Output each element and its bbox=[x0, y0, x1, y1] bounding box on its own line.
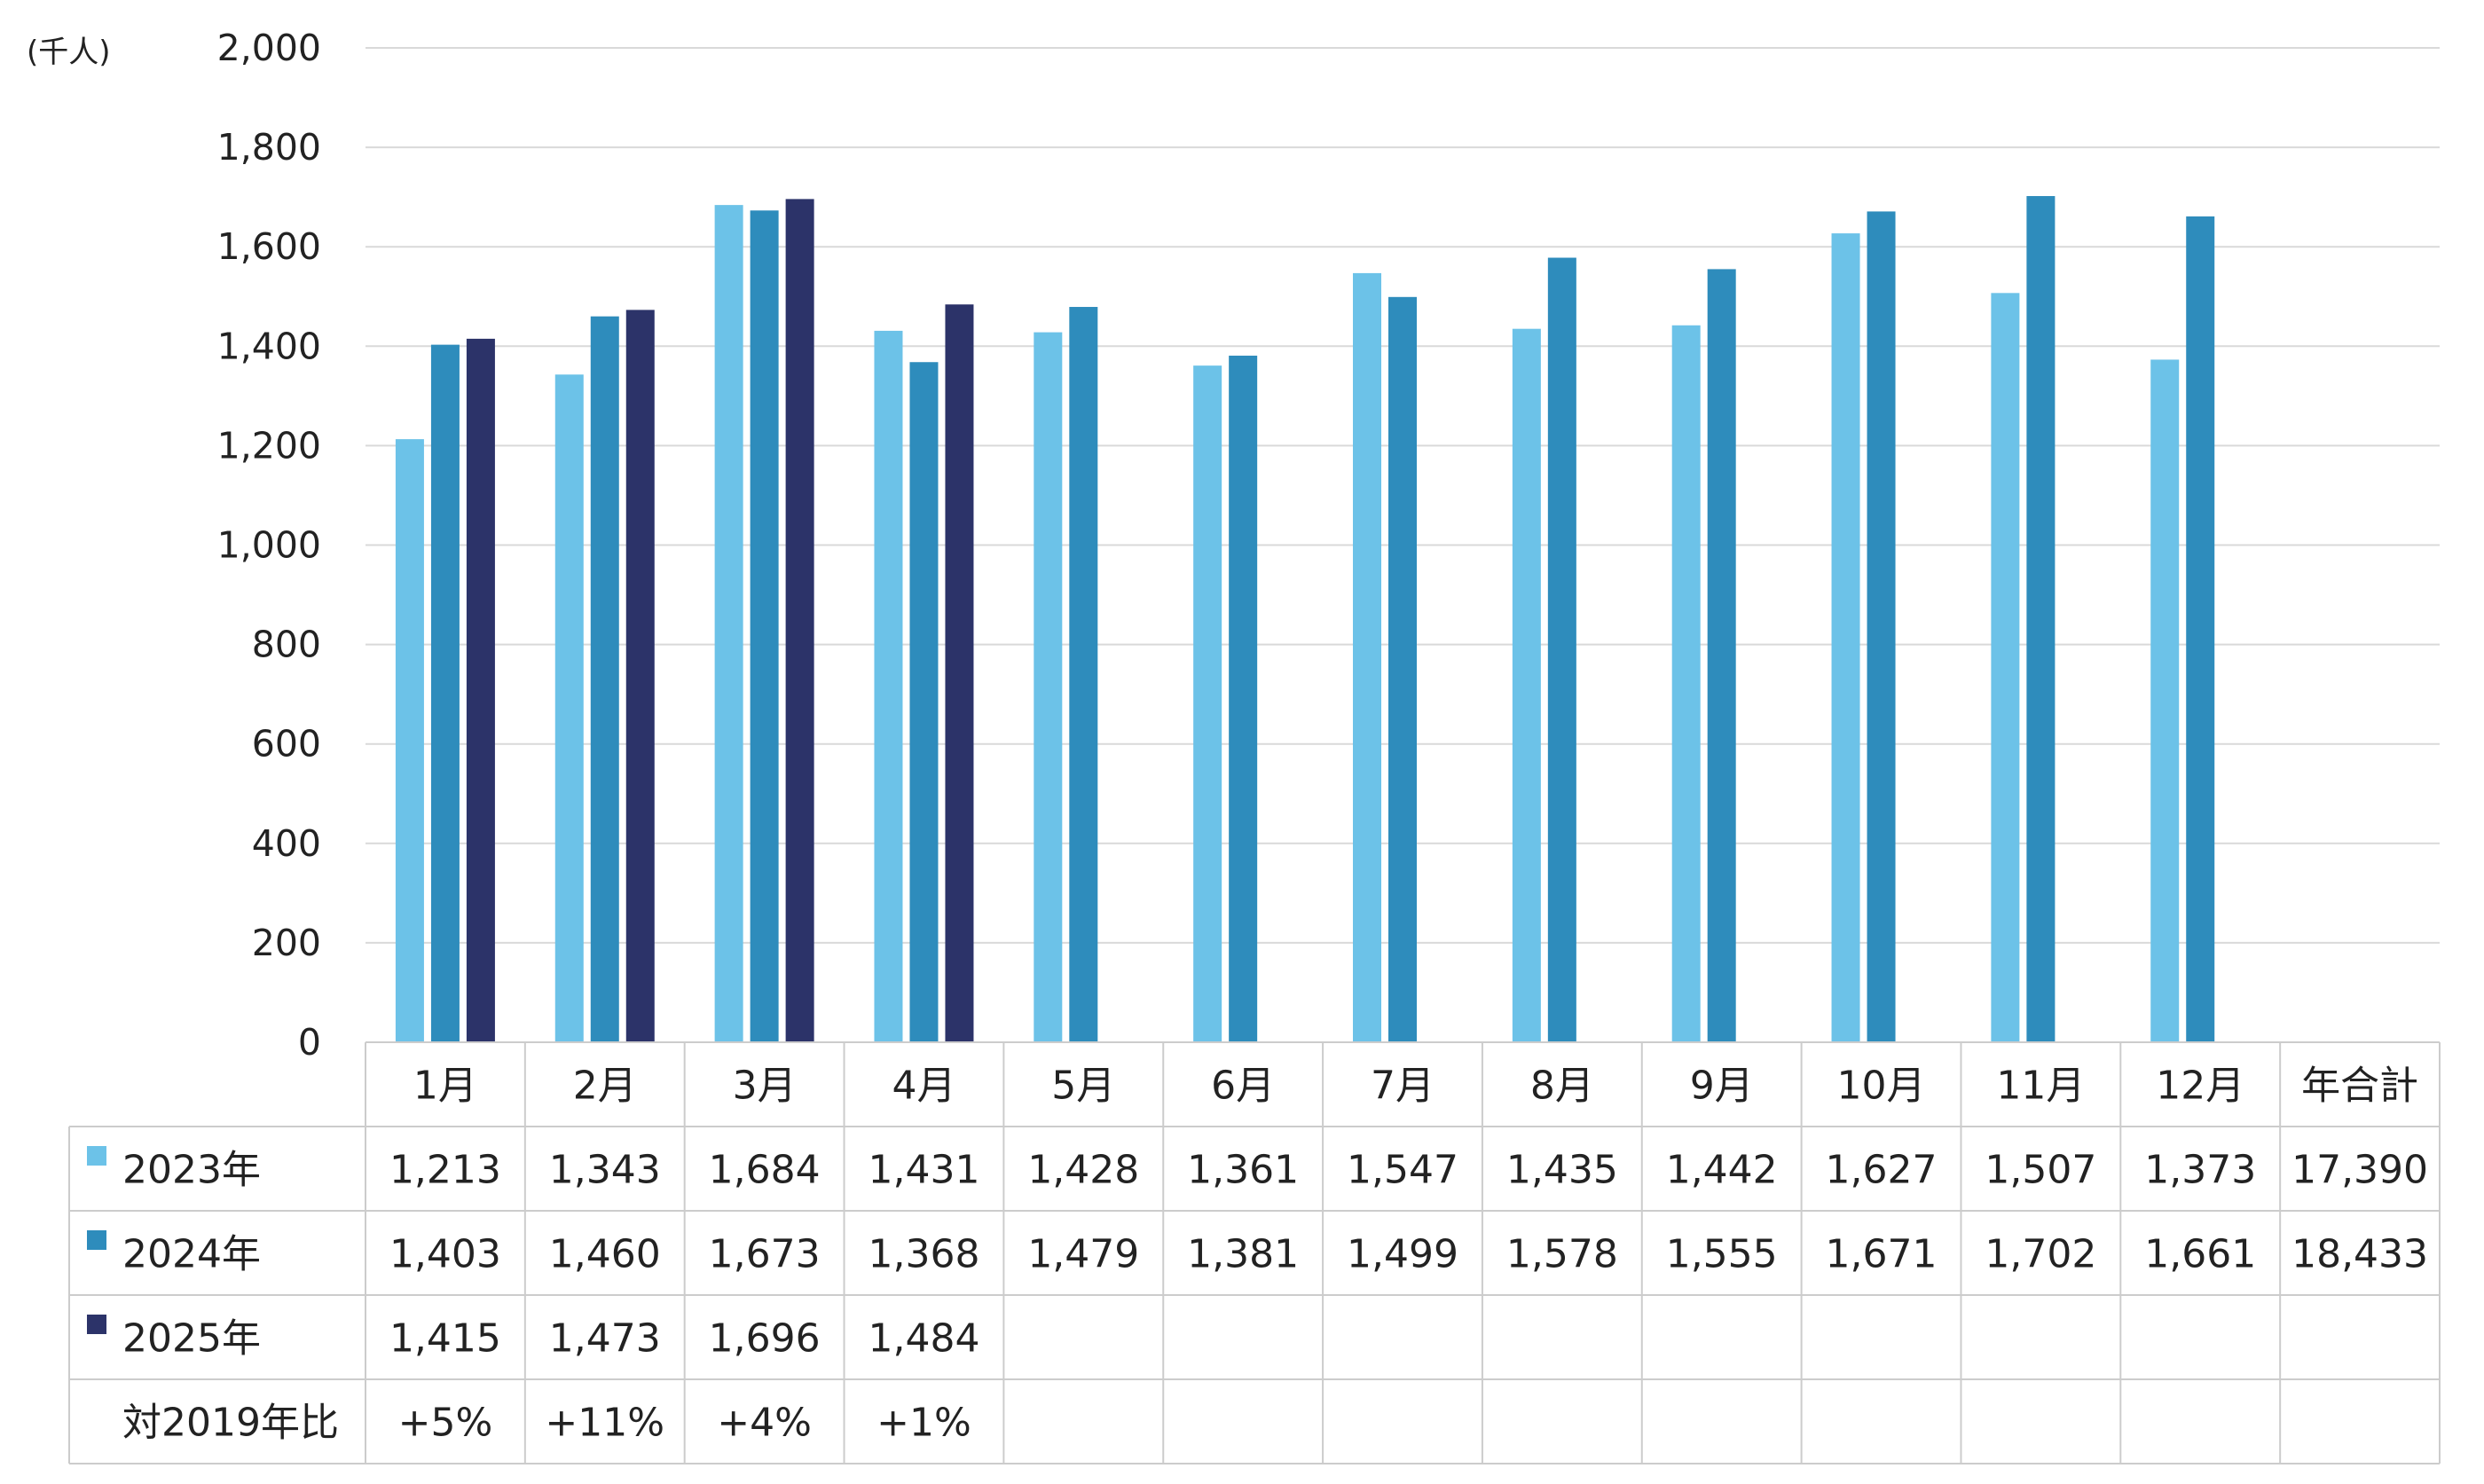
bar-2025年-1月 bbox=[466, 338, 495, 1043]
table-row-label: 2025年 bbox=[122, 1316, 261, 1362]
bar-2025年-4月 bbox=[945, 304, 974, 1042]
y-tick-label: 200 bbox=[252, 922, 321, 964]
table-cell: 1,403 bbox=[389, 1232, 501, 1277]
table-cell: 1,373 bbox=[2144, 1148, 2256, 1193]
table-cell: 1,696 bbox=[709, 1316, 821, 1362]
y-tick-label: 1,200 bbox=[217, 424, 321, 467]
x-category-label: 12月 bbox=[2156, 1064, 2244, 1109]
bar-2023年-10月 bbox=[1831, 233, 1860, 1042]
bar-2023年-12月 bbox=[2150, 359, 2180, 1043]
table-cell: 1,442 bbox=[1666, 1148, 1778, 1193]
y-tick-label: 1,000 bbox=[217, 524, 321, 567]
bar-2024年-2月 bbox=[590, 316, 619, 1042]
x-category-label: 6月 bbox=[1211, 1064, 1275, 1109]
bar-2025年-2月 bbox=[625, 310, 655, 1042]
bar-2024年-10月 bbox=[1867, 211, 1896, 1043]
table-cell: 1,435 bbox=[1506, 1148, 1618, 1193]
bar-2024年-1月 bbox=[430, 344, 460, 1042]
bar-2023年-1月 bbox=[395, 439, 424, 1042]
table-cell: 1,343 bbox=[549, 1148, 661, 1193]
bar-2023年-3月 bbox=[714, 205, 743, 1043]
table-cell: 1,415 bbox=[389, 1316, 501, 1362]
table-cell: 1,361 bbox=[1187, 1148, 1299, 1193]
table-cell: 1,627 bbox=[1826, 1148, 1938, 1193]
y-tick-label: 1,600 bbox=[217, 225, 321, 268]
table-cell: 1,460 bbox=[549, 1232, 661, 1277]
x-category-label: 7月 bbox=[1371, 1064, 1435, 1109]
table-cell: 18,433 bbox=[2291, 1232, 2428, 1277]
table-cell: 1,479 bbox=[1027, 1232, 1139, 1277]
bar-2023年-4月 bbox=[874, 330, 903, 1042]
table-cell: 1,499 bbox=[1347, 1232, 1458, 1277]
bar-2024年-8月 bbox=[1547, 257, 1576, 1042]
table-cell: 1,578 bbox=[1506, 1232, 1618, 1277]
table-cell: 1,671 bbox=[1826, 1232, 1938, 1277]
table-cell: 1,661 bbox=[2144, 1232, 2256, 1277]
x-category-label: 5月 bbox=[1051, 1064, 1115, 1109]
table-cell: 1,381 bbox=[1187, 1232, 1299, 1277]
bar-2023年-8月 bbox=[1512, 328, 1541, 1042]
table-cell: +4% bbox=[717, 1401, 812, 1446]
bar-2024年-12月 bbox=[2186, 216, 2215, 1042]
table-cell: 1,368 bbox=[868, 1232, 979, 1277]
legend-swatch-2024年 bbox=[87, 1230, 106, 1250]
bar-2023年-5月 bbox=[1034, 332, 1063, 1043]
bar-2024年-5月 bbox=[1069, 307, 1098, 1042]
x-category-label: 2月 bbox=[573, 1064, 637, 1109]
table-cell: +1% bbox=[876, 1401, 971, 1446]
y-tick-label: 2,000 bbox=[217, 27, 321, 69]
table-cell: 1,431 bbox=[868, 1148, 979, 1193]
legend-swatch-2025年 bbox=[87, 1315, 106, 1334]
bar-2024年-11月 bbox=[2026, 196, 2056, 1043]
y-tick-label: 800 bbox=[252, 624, 321, 666]
y-tick-label: 1,400 bbox=[217, 325, 321, 367]
table-cell: 1,684 bbox=[709, 1148, 821, 1193]
table-cell: 1,555 bbox=[1666, 1232, 1778, 1277]
bar-2023年-9月 bbox=[1671, 325, 1701, 1042]
table-cell: 1,428 bbox=[1027, 1148, 1139, 1193]
table-row-label: 2023年 bbox=[122, 1148, 261, 1193]
bar-2025年-3月 bbox=[785, 199, 814, 1043]
bar-2024年-3月 bbox=[750, 210, 779, 1042]
bar-2023年-11月 bbox=[1991, 293, 2020, 1042]
x-category-label: 11月 bbox=[1996, 1064, 2085, 1109]
bar-2024年-9月 bbox=[1707, 269, 1736, 1042]
x-category-label: 1月 bbox=[413, 1064, 477, 1109]
table-row-label: 対2019年比 bbox=[122, 1401, 339, 1446]
table-cell: +5% bbox=[398, 1401, 493, 1446]
x-category-label: 8月 bbox=[1530, 1064, 1594, 1109]
table-cell: 1,213 bbox=[389, 1148, 501, 1193]
table-cell: 1,507 bbox=[1985, 1148, 2096, 1193]
x-category-label: 9月 bbox=[1690, 1064, 1754, 1109]
table-cell: 1,484 bbox=[868, 1316, 979, 1362]
bar-2024年-6月 bbox=[1229, 355, 1258, 1043]
unit-label: (千人) bbox=[27, 35, 111, 70]
bar-2023年-2月 bbox=[554, 374, 584, 1042]
legend-swatch-2023年 bbox=[87, 1146, 106, 1166]
table-cell: 1,673 bbox=[709, 1232, 821, 1277]
table-cell: 17,390 bbox=[2291, 1148, 2428, 1193]
bar-2023年-6月 bbox=[1193, 365, 1222, 1042]
y-tick-label: 400 bbox=[252, 822, 321, 865]
y-tick-label: 600 bbox=[252, 723, 321, 766]
bar-2024年-7月 bbox=[1388, 296, 1417, 1042]
table-cell: 1,473 bbox=[549, 1316, 661, 1362]
x-category-label: 4月 bbox=[892, 1064, 955, 1109]
table-cell: +11% bbox=[545, 1401, 664, 1446]
bar-2023年-7月 bbox=[1353, 272, 1381, 1042]
y-tick-label: 1,800 bbox=[217, 126, 321, 169]
x-category-label: 10月 bbox=[1837, 1064, 1926, 1109]
x-category-label: 3月 bbox=[733, 1064, 797, 1109]
table-row-label: 2024年 bbox=[122, 1232, 261, 1277]
y-tick-label: 0 bbox=[298, 1021, 321, 1064]
bar-2024年-4月 bbox=[909, 362, 939, 1043]
table-header-total: 年合計 bbox=[2301, 1064, 2418, 1109]
table-cell: 1,702 bbox=[1985, 1232, 2096, 1277]
table-cell: 1,547 bbox=[1347, 1148, 1458, 1193]
